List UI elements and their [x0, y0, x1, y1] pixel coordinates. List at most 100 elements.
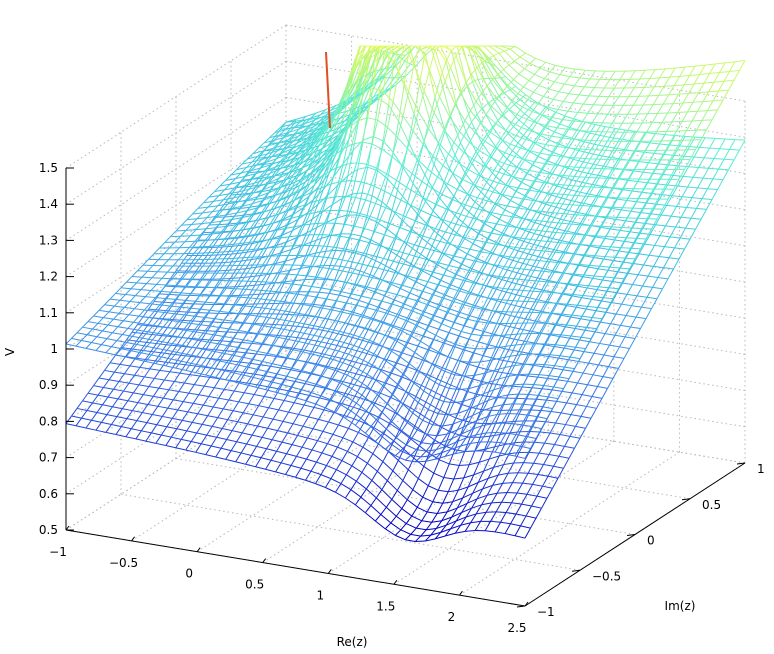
- mesh-line-surface-1: [497, 266, 508, 271]
- mesh-line-surface-1: [528, 222, 536, 233]
- mesh-line-surface-1: [597, 174, 608, 178]
- mesh-line-surface-1: [526, 493, 538, 497]
- mesh-line-surface-1: [124, 373, 135, 376]
- mesh-line-surface-1: [277, 334, 288, 337]
- mesh-line-surface-1: [201, 330, 208, 340]
- mesh-line-surface-1: [482, 107, 493, 128]
- mesh-line-surface-1: [456, 497, 464, 509]
- mesh-line-surface-2: [334, 319, 346, 324]
- mesh-line-surface-1: [680, 216, 692, 219]
- mesh-line-surface-1: [252, 219, 260, 229]
- mesh-line-surface-1: [622, 282, 633, 286]
- mesh-line-surface-2: [176, 351, 187, 355]
- mesh-line-surface-2: [392, 394, 404, 405]
- mesh-line-surface-1: [311, 155, 318, 164]
- mesh-line-surface-2: [226, 212, 237, 216]
- mesh-line-surface-1: [614, 334, 626, 338]
- mesh-line-surface-1: [673, 258, 680, 270]
- mesh-line-surface-1: [472, 243, 484, 250]
- mesh-line-surface-1: [544, 432, 551, 444]
- mesh-line-surface-2: [367, 265, 379, 269]
- mesh-line-surface-2: [455, 234, 466, 239]
- mesh-line-surface-1: [705, 137, 716, 139]
- mesh-line-surface-1: [366, 453, 374, 464]
- mesh-line-surface-2: [402, 403, 414, 414]
- mesh-line-surface-2: [354, 324, 366, 329]
- mesh-line-surface-1: [513, 237, 524, 242]
- mesh-line-surface-1: [649, 224, 657, 235]
- mesh-line-surface-1: [417, 506, 428, 513]
- mesh-line-surface-1: [588, 143, 595, 154]
- mesh-line-surface-1: [549, 324, 556, 336]
- mesh-line-surface-2: [223, 335, 234, 339]
- mesh-line-surface-1: [591, 386, 598, 397]
- mesh-line-surface-1: [432, 501, 443, 504]
- mesh-line-surface-1: [238, 401, 249, 405]
- mesh-line-surface-2: [309, 324, 320, 328]
- mesh-line-surface-1: [623, 348, 630, 359]
- mesh-line-surface-1: [144, 376, 155, 379]
- mesh-line-surface-1: [334, 266, 341, 281]
- mesh-line-surface-1: [358, 300, 370, 305]
- mesh-line-surface-2: [481, 209, 492, 214]
- mesh-line-surface-1: [565, 424, 576, 427]
- mesh-line-surface-1: [490, 298, 501, 303]
- mesh-line-surface-1: [221, 447, 232, 452]
- mesh-line-surface-1: [538, 442, 546, 454]
- mesh-line-surface-1: [438, 328, 450, 334]
- mesh-line-surface-1: [646, 287, 653, 298]
- mesh-line-surface-1: [689, 146, 700, 148]
- mesh-line-surface-1: [403, 318, 410, 330]
- mesh-line-surface-2: [400, 450, 411, 456]
- mesh-line-surface-2: [363, 348, 375, 355]
- mesh-line-surface-1: [507, 132, 519, 144]
- mesh-line-surface-1: [535, 507, 542, 519]
- mesh-line-surface-2: [234, 235, 245, 239]
- mesh-line-surface-2: [174, 313, 185, 316]
- mesh-line-surface-1: [389, 270, 396, 284]
- mesh-line-surface-1: [642, 191, 653, 194]
- mesh-line-surface-1: [609, 136, 620, 140]
- mesh-line-surface-2: [396, 437, 407, 446]
- mesh-line-surface-2: [201, 222, 212, 225]
- mesh-line-surface-2: [223, 197, 234, 201]
- mesh-line-surface-2: [161, 356, 172, 360]
- mesh-line-surface-2: [417, 159, 428, 170]
- mesh-line-surface-1: [261, 334, 268, 345]
- mesh-line-surface-1: [210, 358, 221, 361]
- mesh-line-surface-1: [131, 331, 143, 334]
- mesh-line-surface-2: [432, 424, 443, 427]
- mesh-line-surface-1: [158, 387, 169, 391]
- mesh-line-surface-1: [470, 151, 477, 162]
- mesh-line-surface-1: [272, 418, 284, 422]
- mesh-line-surface-1: [103, 379, 110, 388]
- mesh-line-surface-1: [172, 391, 180, 401]
- mesh-line-surface-2: [476, 218, 487, 223]
- mesh-line-surface-2: [148, 317, 159, 320]
- mesh-line-surface-1: [119, 356, 126, 365]
- mesh-line-surface-1: [342, 437, 354, 443]
- mesh-line-surface-2: [504, 453, 516, 457]
- mesh-line-surface-1: [628, 242, 636, 253]
- mesh-line-surface-1: [87, 392, 99, 396]
- mesh-line-surface-2: [181, 224, 192, 226]
- mesh-line-surface-1: [265, 255, 272, 266]
- mesh-line-surface-1: [502, 482, 513, 484]
- mesh-line-surface-2: [373, 255, 384, 259]
- mesh-line-surface-1: [466, 81, 473, 87]
- mesh-line-surface-2: [601, 225, 612, 228]
- mesh-line-surface-1: [242, 432, 253, 436]
- mesh-line-surface-1: [244, 363, 252, 373]
- mesh-line-surface-1: [444, 284, 452, 296]
- mesh-line-surface-1: [521, 494, 528, 505]
- mesh-line-surface-1: [555, 412, 562, 424]
- mesh-line-surface-1: [298, 413, 309, 418]
- mesh-line-surface-1: [470, 292, 482, 297]
- mesh-line-surface-1: [319, 163, 326, 175]
- mesh-line-surface-1: [683, 175, 694, 178]
- mesh-line-surface-2: [190, 234, 201, 237]
- mesh-line-surface-1: [499, 323, 510, 328]
- mesh-line-surface-1: [503, 109, 510, 116]
- mesh-line-surface-1: [328, 421, 339, 426]
- mesh-line-surface-1: [218, 389, 225, 399]
